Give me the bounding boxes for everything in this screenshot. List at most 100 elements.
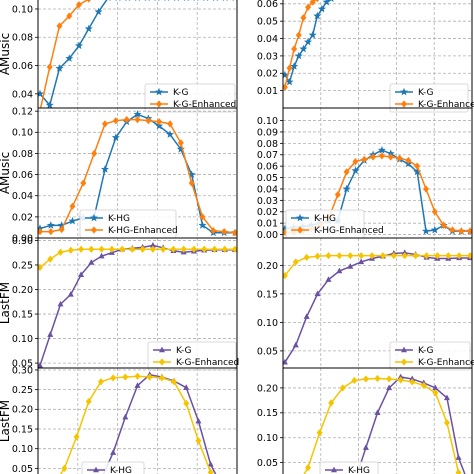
- data-point: [401, 252, 408, 260]
- panel-3: 0.000.010.020.030.040.050.060.070.080.09…: [257, 107, 473, 241]
- data-point: [146, 373, 153, 381]
- data-point: [314, 290, 321, 297]
- data-point: [134, 372, 141, 380]
- series-K-HG: [102, 371, 217, 474]
- data-point: [78, 245, 85, 253]
- y-tick-label: 0.20: [12, 405, 33, 416]
- series-K-G: [283, 0, 334, 86]
- data-point: [47, 255, 54, 263]
- y-tick-label: 0.05: [257, 458, 278, 469]
- data-point: [342, 184, 351, 193]
- data-point: [358, 258, 365, 265]
- data-point: [57, 221, 66, 229]
- data-point: [299, 44, 308, 53]
- legend-label: K-G-Enhanced: [418, 100, 474, 110]
- data-point: [430, 225, 439, 234]
- data-point: [432, 384, 439, 391]
- data-point: [328, 399, 335, 407]
- y-tick-label: 0.08: [12, 149, 33, 160]
- data-point: [386, 149, 395, 158]
- y-tick-label: 0.02: [257, 69, 278, 80]
- data-point: [313, 11, 322, 20]
- y-tick-label: 0.06: [257, 0, 278, 10]
- data-point: [91, 149, 98, 158]
- series-K-G-Enhanced: [38, 245, 237, 272]
- y-axis-label: AMusic: [0, 33, 12, 75]
- data-point: [55, 64, 64, 72]
- data-point: [443, 419, 450, 427]
- data-point: [145, 117, 152, 125]
- y-tick-label: 0.03: [257, 51, 278, 62]
- data-point: [67, 291, 74, 297]
- legend: K-HGK-HG-Enhanced: [81, 461, 145, 474]
- data-point: [232, 0, 237, 2]
- data-point: [322, 0, 331, 6]
- data-point: [405, 156, 412, 165]
- panel-0: 0.04 0.06 0.08 0.10 AMusic K-G K-G-Enhanced: [0, 0, 238, 113]
- data-point: [166, 130, 174, 138]
- data-point: [134, 382, 141, 388]
- data-point: [325, 252, 332, 260]
- data-point: [455, 468, 462, 474]
- y-tick-label: 0.10: [257, 318, 278, 329]
- data-point: [112, 117, 119, 125]
- legend: K-G K-G-Enhanced: [147, 341, 239, 371]
- data-point: [443, 394, 450, 401]
- data-point: [164, 0, 170, 2]
- data-point: [305, 463, 312, 472]
- legend-label: K-G: [176, 346, 192, 356]
- legend-label: K-G: [173, 88, 189, 98]
- panel-7: 0.000.050.100.150.20K-HGK-HG-Enhanced: [257, 367, 473, 474]
- series-K-HG-Enhanced: [59, 372, 214, 474]
- data-point: [386, 384, 393, 391]
- data-point: [390, 252, 397, 260]
- legend: K-HG K-HG-Enhanced: [285, 209, 384, 239]
- data-point: [396, 154, 403, 162]
- data-point: [362, 444, 369, 450]
- y-tick-label: 0.20: [12, 285, 33, 296]
- data-point: [328, 0, 334, 2]
- data-point: [232, 229, 237, 237]
- y-tick-label: 0.20: [257, 261, 278, 272]
- legend-marker: [155, 87, 163, 96]
- legend-label: K-G-Enhanced: [176, 358, 239, 368]
- legend-label: K-G-Enhanced: [418, 358, 474, 368]
- legend-marker: [90, 213, 98, 222]
- legend-label: K-HG-Enhanced: [314, 226, 384, 236]
- data-point: [351, 376, 358, 385]
- data-point: [283, 358, 288, 365]
- y-tick-label: 0.15: [12, 309, 33, 320]
- data-point: [68, 216, 77, 225]
- legend-marker: [401, 346, 407, 353]
- data-point: [129, 245, 136, 253]
- legend-marker: [400, 87, 408, 96]
- legend-label: K-HG-Enhanced: [108, 226, 178, 236]
- legend-label: K-HG: [314, 214, 336, 224]
- data-point: [88, 245, 95, 253]
- data-point: [386, 375, 393, 383]
- y-tick-label: 0.05: [257, 173, 278, 184]
- legend-label: K-HG: [110, 466, 132, 474]
- y-tick-label: 0.25: [12, 385, 33, 396]
- data-point: [210, 227, 217, 235]
- data-point: [198, 221, 207, 229]
- data-point: [290, 62, 299, 70]
- data-point: [374, 409, 381, 416]
- legend-marker: [331, 466, 337, 473]
- series-line: [356, 376, 466, 474]
- data-point: [292, 258, 299, 266]
- data-point: [283, 70, 289, 79]
- data-point: [176, 145, 185, 153]
- panel-1: 0.01 0.02 0.03 0.04 0.05 0.06 K-G K-G-Enhanced: [257, 0, 474, 113]
- data-point: [305, 3, 312, 11]
- y-tick-label: 0.12: [12, 107, 33, 118]
- data-point: [423, 252, 430, 260]
- data-point: [154, 0, 160, 2]
- data-point: [47, 228, 54, 236]
- data-point: [38, 362, 43, 368]
- data-point: [211, 245, 218, 253]
- data-point: [222, 0, 228, 2]
- data-point: [75, 41, 83, 50]
- data-point: [144, 0, 150, 2]
- data-point: [158, 374, 165, 382]
